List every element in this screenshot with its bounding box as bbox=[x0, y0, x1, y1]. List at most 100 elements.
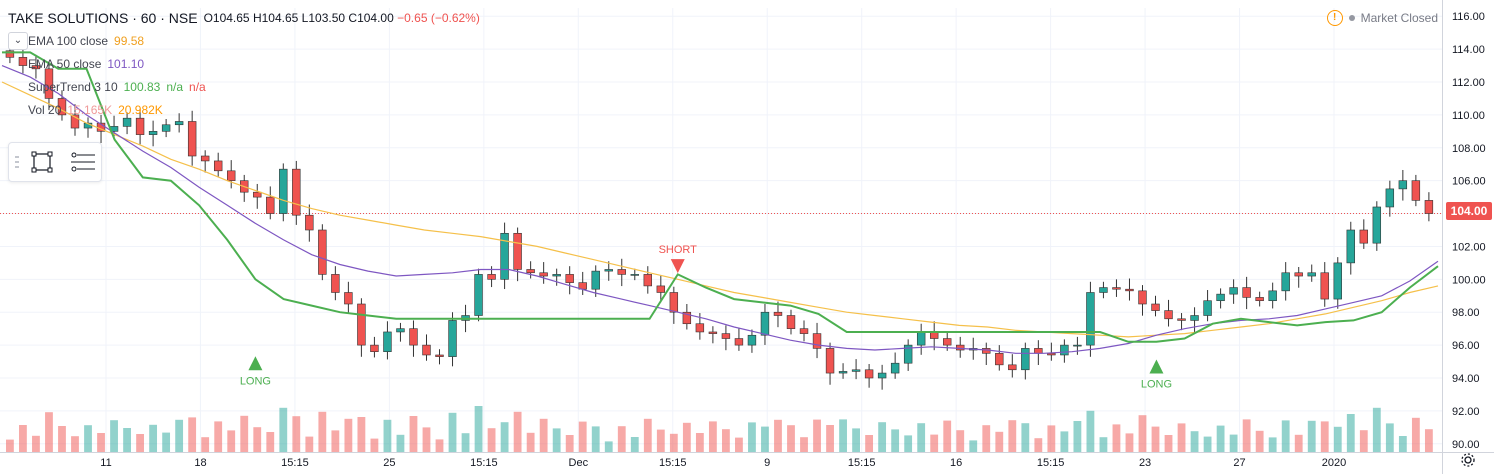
candle-body bbox=[903, 344, 913, 364]
volume-bar bbox=[656, 429, 665, 452]
volume-bar bbox=[943, 420, 952, 452]
candle-body bbox=[161, 124, 171, 132]
candle-body bbox=[617, 269, 626, 275]
time-tick-label: 15:15 bbox=[659, 457, 687, 469]
candle-body bbox=[174, 121, 184, 126]
candle-body bbox=[318, 229, 327, 275]
volume-bar bbox=[682, 422, 691, 452]
volume-bar bbox=[448, 412, 457, 452]
candle-body bbox=[982, 348, 991, 354]
drawing-toolbox bbox=[8, 142, 102, 182]
price-tick-label: 106.00 bbox=[1452, 176, 1486, 188]
volume-bar bbox=[904, 435, 913, 452]
volume-bar bbox=[865, 435, 874, 452]
indicator-supertrend[interactable]: SuperTrend 3 10 100.83 n/a n/a bbox=[28, 79, 206, 94]
volume-bar bbox=[982, 425, 991, 452]
candle-body bbox=[799, 328, 809, 334]
candle-body bbox=[122, 117, 132, 127]
volume-bar bbox=[84, 425, 92, 452]
volume-bar bbox=[6, 439, 14, 452]
price-tick-label: 114.00 bbox=[1452, 44, 1485, 56]
candle-body bbox=[292, 168, 301, 216]
candle-body bbox=[1099, 287, 1108, 293]
time-tick-label: 23 bbox=[1139, 457, 1151, 469]
gear-icon[interactable] bbox=[1460, 452, 1476, 468]
time-tick-label: 15:15 bbox=[1037, 457, 1065, 469]
market-status[interactable]: ! Market Closed bbox=[1326, 10, 1438, 26]
candle-body bbox=[5, 50, 15, 58]
candle-body bbox=[1164, 310, 1173, 320]
lines-tool-icon[interactable] bbox=[71, 151, 95, 173]
candle-body bbox=[786, 315, 796, 329]
candle-body bbox=[1112, 287, 1121, 290]
volume-bar bbox=[149, 424, 158, 452]
indicator-ema50[interactable]: EMA 50 close 101.10 bbox=[28, 56, 145, 71]
short-signal-marker bbox=[670, 259, 685, 274]
volume-bar bbox=[240, 415, 249, 452]
volume-bar bbox=[565, 435, 574, 452]
candle-body bbox=[877, 372, 887, 379]
price-tick-label: 92.00 bbox=[1452, 406, 1480, 418]
volume-bar bbox=[1164, 435, 1173, 452]
candle-body bbox=[1398, 180, 1408, 190]
candle-body bbox=[135, 117, 145, 135]
candle-body bbox=[357, 303, 366, 346]
candle-body bbox=[1060, 344, 1069, 356]
short-signal-label: SHORT bbox=[659, 244, 698, 256]
volume-bar bbox=[722, 429, 730, 452]
candle-body bbox=[734, 338, 744, 346]
candle-body bbox=[213, 160, 223, 172]
volume-bar bbox=[266, 432, 275, 452]
candle-body bbox=[1268, 290, 1277, 302]
time-tick-label: 11 bbox=[100, 457, 111, 469]
symbol-title[interactable]: TAKE SOLUTIONS · 60 · NSE bbox=[8, 9, 198, 26]
volume-bar bbox=[930, 434, 939, 452]
long-signal-label: LONG bbox=[240, 375, 271, 387]
candle-body bbox=[1346, 229, 1355, 264]
indicator-lines bbox=[1, 51, 1439, 354]
volume-bar bbox=[578, 421, 587, 452]
volume-bar bbox=[175, 419, 184, 452]
volume-bar bbox=[1138, 415, 1147, 452]
indicator-volume[interactable]: Vol 20 15.165K 20.982K bbox=[28, 102, 163, 117]
candle-body bbox=[1138, 290, 1147, 305]
signal-markers: LONG SHORT LONG bbox=[240, 244, 1172, 390]
collapse-legend-button[interactable]: ⌄ bbox=[8, 32, 28, 50]
candle-body bbox=[344, 292, 353, 305]
candle-body bbox=[422, 344, 431, 356]
candle-body bbox=[890, 362, 900, 374]
volume-bar bbox=[136, 434, 144, 452]
candle-body bbox=[1255, 297, 1264, 302]
volume-bar bbox=[1008, 420, 1017, 452]
volume-bar bbox=[630, 437, 639, 452]
price-change: −0.65 (−0.62%) bbox=[397, 10, 480, 25]
time-tick-label: 18 bbox=[194, 457, 206, 469]
chart-legend: TAKE SOLUTIONS · 60 · NSE O104.65 H104.6… bbox=[8, 6, 480, 121]
candle-body bbox=[695, 323, 705, 333]
volume-bar bbox=[1372, 407, 1381, 452]
volume-bar bbox=[669, 433, 678, 452]
volume-bar bbox=[357, 417, 366, 452]
ema50-line bbox=[1, 65, 1439, 354]
rectangle-tool-icon[interactable] bbox=[31, 151, 53, 173]
candle-body bbox=[227, 170, 236, 181]
candle-body bbox=[1424, 200, 1434, 214]
volume-bar bbox=[1125, 433, 1134, 452]
volume-bar bbox=[969, 440, 978, 452]
volume-bar bbox=[1307, 420, 1316, 452]
candle-body bbox=[630, 274, 639, 276]
volume-bar bbox=[1034, 438, 1043, 452]
indicator-ema100[interactable]: EMA 100 close 99.58 bbox=[28, 33, 145, 48]
volume-bar bbox=[1281, 420, 1290, 452]
drag-grip-icon[interactable] bbox=[15, 155, 19, 169]
volume-bar bbox=[526, 432, 535, 452]
volume-bar bbox=[396, 434, 405, 452]
volume-bar bbox=[1151, 426, 1160, 452]
volume-bar bbox=[1268, 437, 1277, 452]
volume-bar bbox=[1294, 434, 1303, 452]
volume-bar bbox=[253, 427, 262, 452]
candle-body bbox=[18, 57, 28, 66]
price-tick-label: 108.00 bbox=[1452, 143, 1486, 155]
candle-body bbox=[44, 68, 54, 99]
